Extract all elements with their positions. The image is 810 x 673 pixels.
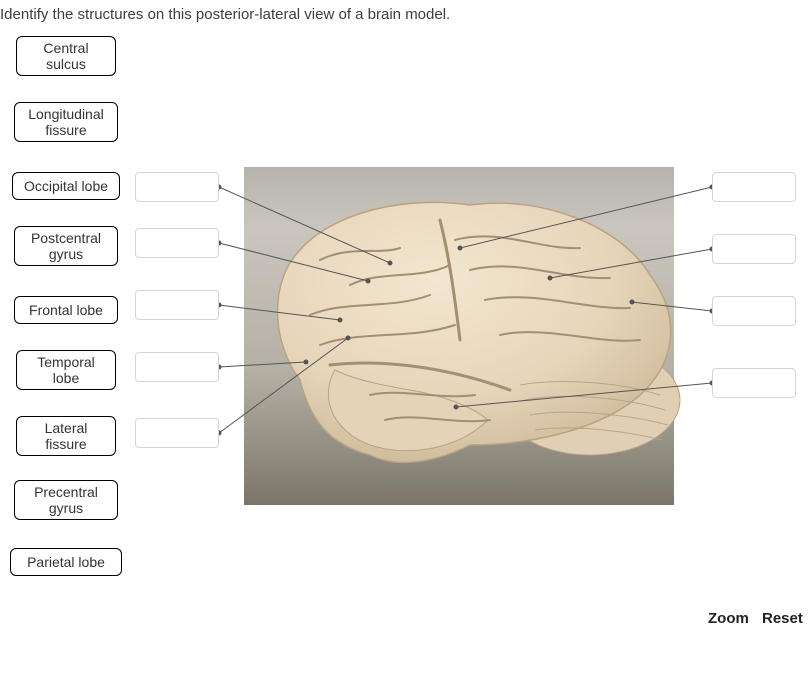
term-central-sulcus[interactable]: Central sulcus	[16, 36, 116, 76]
drop-slot-r2[interactable]	[712, 234, 796, 264]
drop-slot-l2[interactable]	[135, 228, 219, 258]
zoom-button[interactable]: Zoom	[708, 610, 749, 627]
diagram-background	[244, 167, 674, 505]
drop-slot-l4[interactable]	[135, 352, 219, 382]
instruction-text: Identify the structures on this posterio…	[0, 6, 450, 23]
reset-button[interactable]: Reset	[762, 610, 803, 627]
term-precentral-gyrus[interactable]: Precentral gyrus	[14, 480, 118, 520]
drop-slot-l3[interactable]	[135, 290, 219, 320]
term-postcentral-gyrus[interactable]: Postcentral gyrus	[14, 226, 118, 266]
term-occipital-lobe[interactable]: Occipital lobe	[12, 172, 120, 200]
term-parietal-lobe[interactable]: Parietal lobe	[10, 548, 122, 576]
term-lateral-fissure[interactable]: Lateral fissure	[16, 416, 116, 456]
drop-slot-l1[interactable]	[135, 172, 219, 202]
drop-slot-r1[interactable]	[712, 172, 796, 202]
term-temporal-lobe[interactable]: Temporal lobe	[16, 350, 116, 390]
term-longitudinal-fissure[interactable]: Longitudinal fissure	[14, 102, 118, 142]
drop-slot-r3[interactable]	[712, 296, 796, 326]
term-frontal-lobe[interactable]: Frontal lobe	[14, 296, 118, 324]
drop-slot-r4[interactable]	[712, 368, 796, 398]
drop-slot-l5[interactable]	[135, 418, 219, 448]
